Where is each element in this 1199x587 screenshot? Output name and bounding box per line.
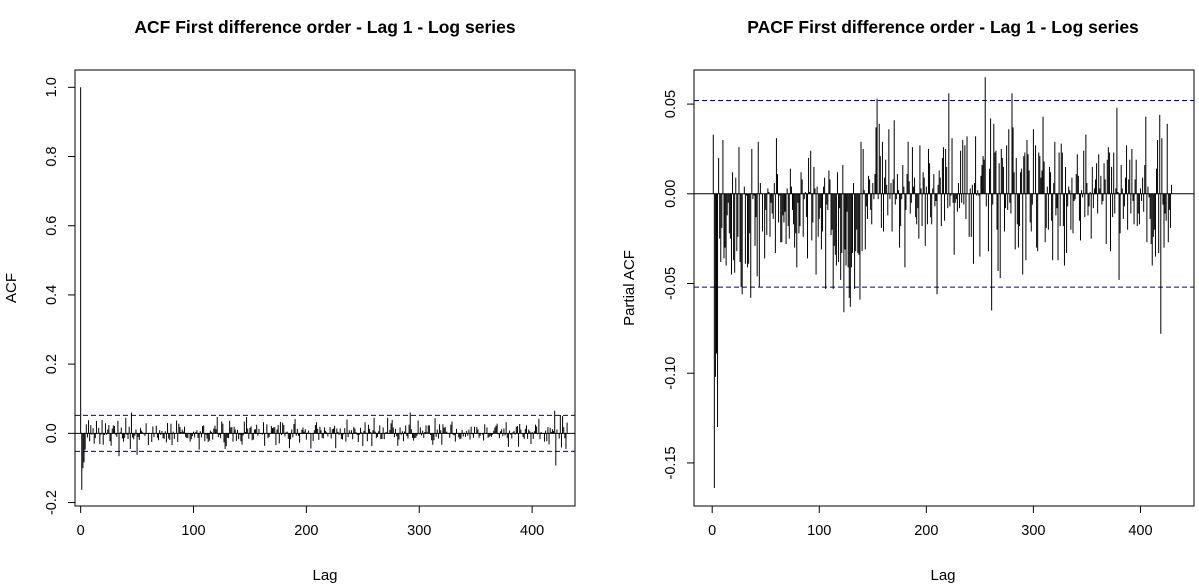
pacf-panel: PACF First difference order - Lag 1 - Lo… — [621, 17, 1195, 584]
acf-y-tick-label: 1.0 — [44, 77, 60, 97]
pacf-bars — [694, 77, 1194, 489]
pacf-plot-frame — [693, 69, 1195, 507]
acf-x-axis-label: Lag — [312, 567, 337, 584]
acf-bars — [75, 87, 575, 490]
pacf-y-tick-label: -0.05 — [663, 267, 679, 300]
acf-y-tick-label: 0.6 — [44, 216, 60, 236]
pacf-x-axis-label: Lag — [930, 567, 955, 584]
pacf-y-tick-label: -0.10 — [663, 357, 679, 390]
pacf-y-tick-label: 0.00 — [663, 180, 679, 208]
acf-y-tick-label: -0.2 — [44, 490, 60, 515]
pacf-chart-title: PACF First difference order - Lag 1 - Lo… — [747, 17, 1139, 37]
pacf-x-tick-label: 200 — [914, 523, 938, 539]
acf-y-tick-label: 0.2 — [44, 354, 60, 374]
acf-axis-ticks: 0 100 200 300 400 -0.2 0.0 0.2 0.4 0.6 0.8 1.0 — [44, 77, 544, 539]
pacf-x-tick-label: 400 — [1128, 523, 1152, 539]
acf-x-tick-label: 100 — [181, 523, 205, 539]
acf-panel: ACF First difference order - Lag 1 - Log… — [3, 17, 576, 584]
acf-y-tick-label: 0.4 — [44, 285, 60, 305]
acf-y-tick-label: 0.0 — [44, 423, 60, 443]
acf-y-axis-label: ACF — [3, 273, 20, 303]
pacf-axis-ticks: 0 100 200 300 400 -0.15 -0.10 -0.05 0.00 0.05 — [663, 90, 1153, 539]
acf-x-tick-label: 0 — [77, 523, 85, 539]
acf-x-tick-label: 400 — [520, 523, 544, 539]
acf-x-tick-label: 300 — [407, 523, 431, 539]
pacf-x-tick-label: 0 — [708, 523, 716, 539]
pacf-x-tick-label: 100 — [807, 523, 831, 539]
pacf-y-axis-label: Partial ACF — [621, 250, 638, 326]
acf-x-tick-label: 200 — [294, 523, 318, 539]
acf-plot-frame — [74, 69, 576, 507]
pacf-x-tick-label: 300 — [1021, 523, 1045, 539]
pacf-y-tick-label: 0.05 — [663, 90, 679, 118]
acf-y-tick-label: 0.8 — [44, 146, 60, 166]
pacf-y-tick-label: -0.15 — [663, 446, 679, 479]
acf-chart-title: ACF First difference order - Lag 1 - Log… — [134, 17, 515, 37]
